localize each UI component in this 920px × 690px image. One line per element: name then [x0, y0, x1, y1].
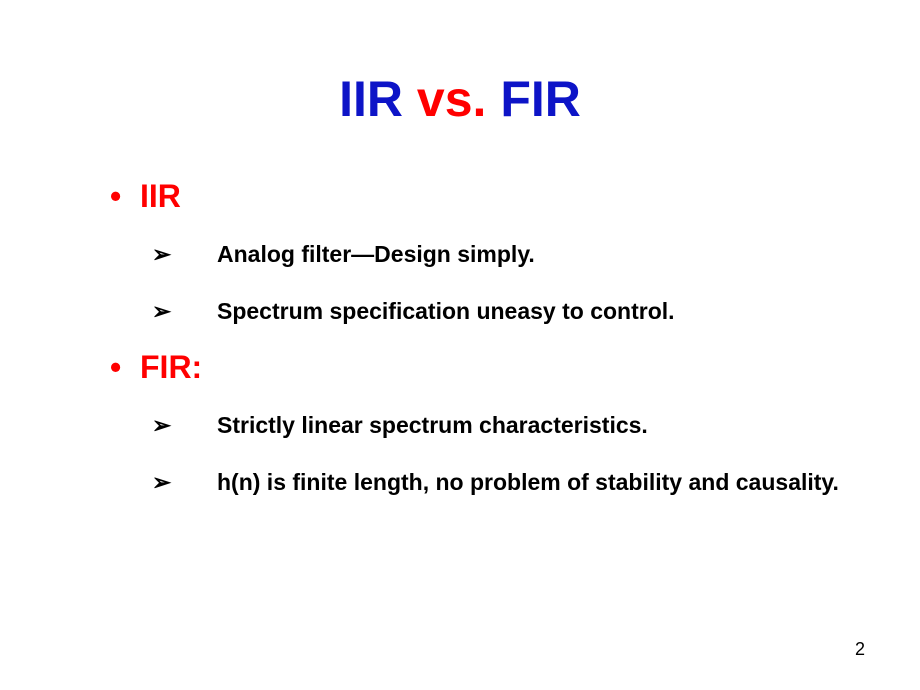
title-part-iir: IIR: [339, 71, 417, 127]
page-number: 2: [855, 639, 865, 660]
arrow-icon: ➢: [152, 292, 217, 331]
section-label: IIR: [140, 178, 181, 214]
arrow-icon: ➢: [152, 406, 217, 445]
section-label: FIR:: [140, 349, 202, 385]
list-item: ➢ Strictly linear spectrum characteristi…: [152, 406, 860, 445]
list-item: ➢ h(n) is finite length, no problem of s…: [152, 463, 860, 502]
list-item: ➢ Analog filter—Design simply.: [152, 235, 860, 274]
slide-container: IIR vs. FIR •IIR ➢ Analog filter—Design …: [0, 0, 920, 690]
item-text: h(n) is finite length, no problem of sta…: [217, 463, 860, 502]
slide-title: IIR vs. FIR: [60, 70, 860, 128]
title-part-vs: vs.: [417, 71, 487, 127]
bullet-dot-icon: •: [110, 349, 140, 386]
sub-list-iir: ➢ Analog filter—Design simply. ➢ Spectru…: [110, 235, 860, 331]
sub-list-fir: ➢ Strictly linear spectrum characteristi…: [110, 406, 860, 502]
arrow-icon: ➢: [152, 235, 217, 274]
list-item: ➢ Spectrum specification uneasy to contr…: [152, 292, 860, 331]
section-header-iir: •IIR: [110, 178, 860, 215]
item-text: Analog filter—Design simply.: [217, 235, 860, 274]
section-header-fir: •FIR:: [110, 349, 860, 386]
item-text: Spectrum specification uneasy to control…: [217, 292, 860, 331]
item-text: Strictly linear spectrum characteristics…: [217, 406, 860, 445]
bullet-dot-icon: •: [110, 178, 140, 215]
title-part-fir: FIR: [486, 71, 580, 127]
arrow-icon: ➢: [152, 463, 217, 502]
content-area: •IIR ➢ Analog filter—Design simply. ➢ Sp…: [60, 178, 860, 502]
